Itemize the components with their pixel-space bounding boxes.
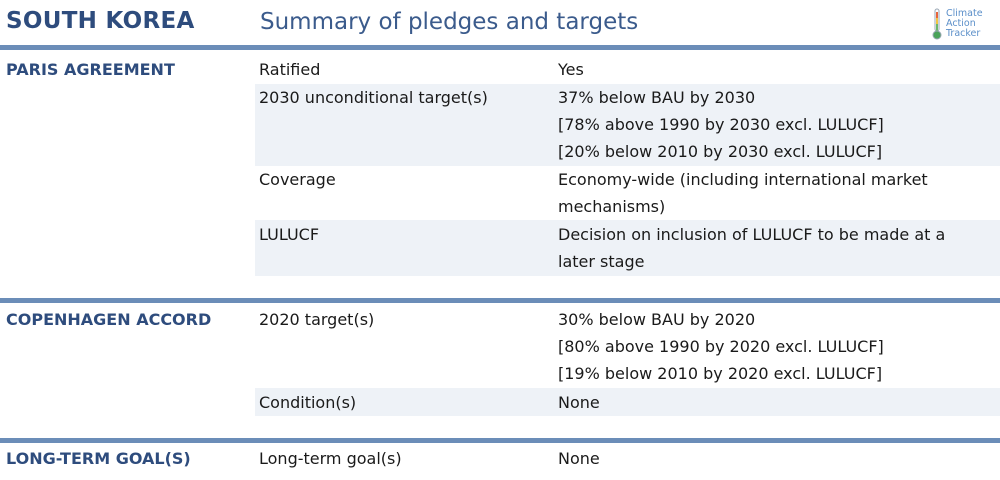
section-title-copenhagen: COPENHAGEN ACCORD (6, 310, 212, 329)
row-value: None (558, 445, 998, 472)
value-line: Economy-wide (including international ma… (558, 170, 928, 189)
value-line: mechanisms) (558, 197, 666, 216)
value-line: 30% below BAU by 2020 (558, 310, 756, 329)
value-line: None (558, 449, 600, 468)
page-subtitle: Summary of pledges and targets (260, 9, 639, 35)
section-divider (0, 45, 1000, 50)
value-line: None (558, 393, 600, 412)
value-line: [78% above 1990 by 2030 excl. LULUCF] (558, 115, 884, 134)
logo-text-tracker: Tracker (946, 28, 981, 39)
section-title-long-term: LONG-TERM GOAL(S) (6, 449, 191, 468)
row-label: Coverage (259, 170, 336, 189)
logo-text-climate: Climate (946, 8, 983, 19)
row-band (255, 388, 1000, 416)
value-line: Decision on inclusion of LULUCF to be ma… (558, 225, 946, 244)
value-line: [20% below 2010 by 2030 excl. LULUCF] (558, 142, 883, 161)
row-band (255, 220, 1000, 276)
section-divider (0, 438, 1000, 443)
value-line: [80% above 1990 by 2020 excl. LULUCF] (558, 337, 884, 356)
row-band (255, 84, 1000, 166)
section-title-paris: PARIS AGREEMENT (6, 60, 175, 79)
row-value: 37% below BAU by 2030 [78% above 1990 by… (558, 84, 998, 165)
value-line: Yes (558, 60, 584, 79)
row-value: Yes (558, 56, 998, 83)
logo-text-action: Action (946, 18, 976, 29)
row-label: Ratified (259, 60, 321, 79)
page-header: SOUTH KOREA Summary of pledges and targe… (0, 0, 1000, 44)
row-value: None (558, 389, 998, 416)
row-value: Decision on inclusion of LULUCF to be ma… (558, 221, 998, 275)
row-label: LULUCF (259, 225, 320, 244)
value-line: later stage (558, 252, 645, 271)
section-divider (0, 298, 1000, 303)
row-label: Condition(s) (259, 393, 357, 412)
row-label: Long-term goal(s) (259, 449, 402, 468)
value-line: [19% below 2010 by 2020 excl. LULUCF] (558, 364, 883, 383)
row-value: Economy-wide (including international ma… (558, 166, 998, 220)
row-label: 2030 unconditional target(s) (259, 88, 488, 107)
value-line: 37% below BAU by 2030 (558, 88, 756, 107)
row-label: 2020 target(s) (259, 310, 375, 329)
thermometer-icon (932, 8, 942, 40)
climate-action-tracker-logo: Climate Action Tracker (926, 6, 996, 42)
row-value: 30% below BAU by 2020 [80% above 1990 by… (558, 306, 998, 387)
country-title: SOUTH KOREA (6, 8, 195, 34)
